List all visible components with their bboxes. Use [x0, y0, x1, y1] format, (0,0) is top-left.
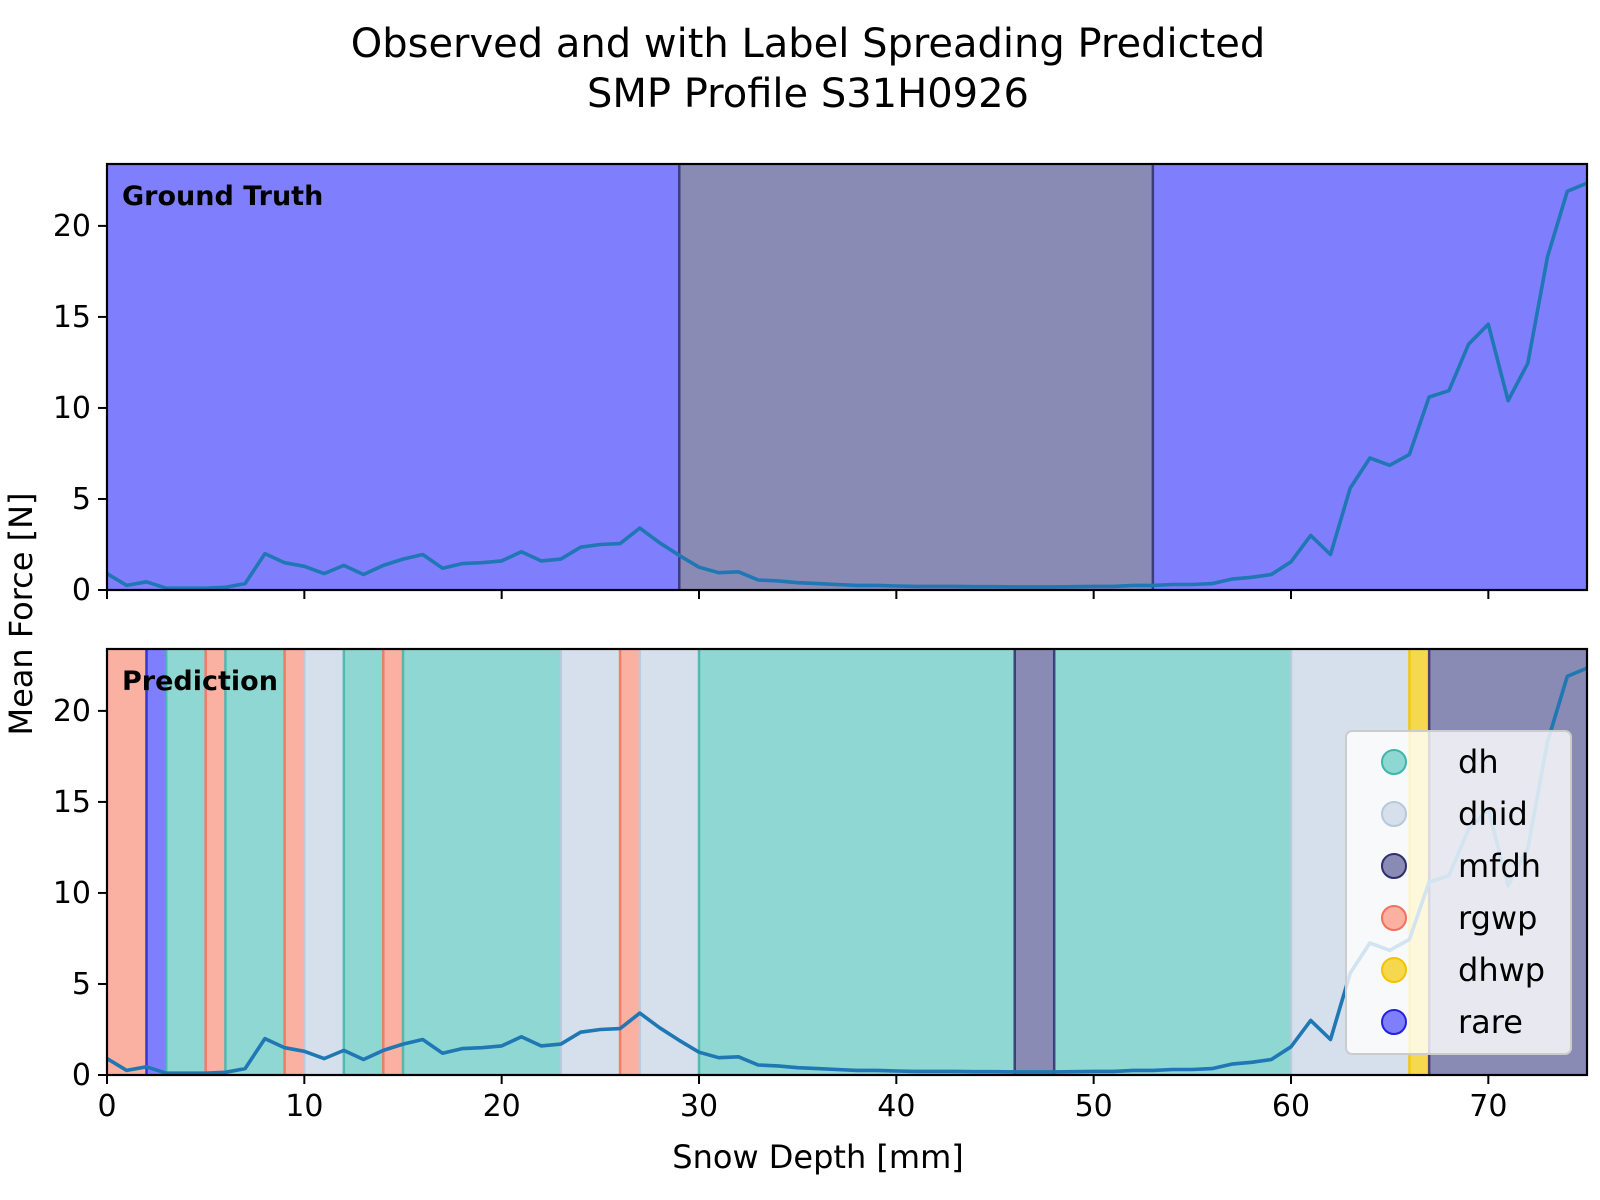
segment-rgwp	[284, 649, 305, 1075]
segment-dh	[166, 649, 206, 1075]
segment-rgwp	[107, 649, 147, 1075]
x-tick-label: 70	[1469, 1089, 1507, 1124]
segment-rgwp	[383, 649, 403, 1075]
legend-marker-rare	[1381, 1009, 1407, 1035]
y-tick-label: 15	[53, 300, 91, 335]
chart-subtitle: SMP Profile S31H0926	[587, 71, 1029, 117]
x-tick-label: 50	[1075, 1089, 1113, 1124]
legend-label-rare: rare	[1458, 1003, 1523, 1041]
legend-label-rgwp: rgwp	[1458, 899, 1537, 937]
legend-label-dhid: dhid	[1458, 795, 1528, 833]
segment-rare	[146, 649, 167, 1075]
segment-rare	[107, 164, 680, 590]
segment-dh	[1054, 649, 1291, 1075]
y-axis-label: Mean Force [N]	[2, 492, 40, 735]
chart-title: Observed and with Label Spreading Predic…	[351, 21, 1266, 67]
segment-dhid	[304, 649, 344, 1075]
segment-dhid	[639, 649, 699, 1075]
y-tick-label: 0	[72, 1058, 91, 1093]
y-tick-label: 10	[53, 876, 91, 911]
x-tick-label: 30	[680, 1089, 718, 1124]
x-tick-label: 40	[877, 1089, 915, 1124]
legend-marker-mfdh	[1381, 853, 1407, 879]
legend-marker-dhwp	[1381, 957, 1407, 983]
legend-label-mfdh: mfdh	[1458, 847, 1541, 885]
segment-mfdh	[1014, 649, 1055, 1075]
panel-label: Ground Truth	[122, 181, 323, 212]
x-tick-label: 0	[97, 1089, 116, 1124]
legend-marker-dhid	[1381, 801, 1407, 827]
y-tick-label: 5	[72, 482, 91, 517]
y-tick-label: 15	[53, 785, 91, 820]
plot-frame	[105, 162, 1589, 592]
segment-dh	[225, 649, 285, 1075]
segment-mfdh	[679, 164, 1153, 590]
legend-marker-dh	[1381, 749, 1407, 775]
x-axis-label: Snow Depth [mm]	[672, 1138, 963, 1176]
x-tick-label: 60	[1272, 1089, 1310, 1124]
y-tick-label: 10	[53, 391, 91, 426]
x-tick-label: 10	[285, 1089, 323, 1124]
segment-dh	[699, 649, 1015, 1075]
panel-label: Prediction	[122, 666, 278, 697]
legend-label-dhwp: dhwp	[1458, 951, 1545, 989]
y-tick-label: 5	[72, 967, 91, 1002]
mean-force-line	[106, 666, 1588, 1075]
segment-dh	[343, 649, 384, 1075]
y-tick-label: 20	[53, 209, 91, 244]
segment-dhid	[560, 649, 621, 1075]
legend-label-dh: dh	[1458, 743, 1499, 781]
plot-frame	[105, 647, 1589, 1077]
x-tick-label: 20	[483, 1089, 521, 1124]
segment-rgwp	[205, 649, 226, 1075]
ground-truth-panel: 0 5 10 15 20 Ground Truth	[53, 162, 1589, 608]
segment-rare	[1152, 164, 1587, 590]
segment-rgwp	[620, 649, 640, 1075]
y-tick-label: 20	[53, 694, 91, 729]
y-tick-label: 0	[72, 573, 91, 608]
mean-force-line	[106, 181, 1588, 591]
legend-marker-rgwp	[1381, 905, 1407, 931]
legend: dh dhid mfdh rgwp dhwp rare	[1345, 730, 1572, 1055]
segment-dh	[403, 649, 561, 1075]
